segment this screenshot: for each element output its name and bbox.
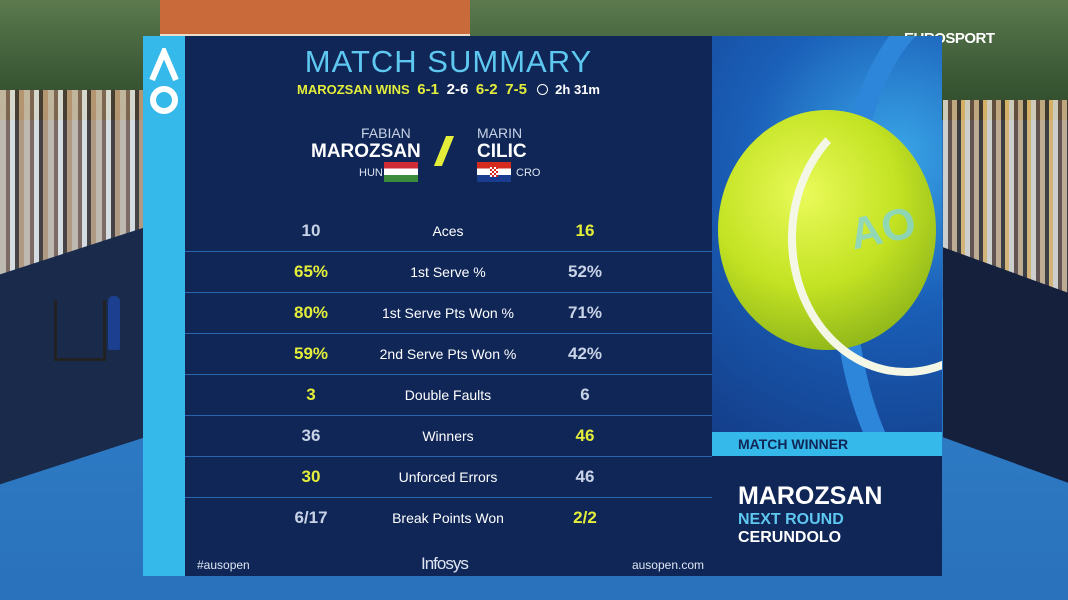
stat-row-double-faults: 3 Double Faults 6 [185,375,712,416]
stat-label: 2nd Serve Pts Won % [379,346,517,362]
ao-logo-strip [143,36,185,576]
match-duration: 2h 31m [555,82,600,97]
stat-row-second-serve-won: 59% 2nd Serve Pts Won % 42% [185,334,712,375]
stat-left-value: 36 [301,426,321,445]
stat-row-first-serve: 65% 1st Serve % 52% [185,252,712,293]
stat-right-value: 52% [567,262,603,281]
clock-icon [536,84,548,95]
player-left-last-name: MAROZSAN [311,141,421,162]
stat-left-value: 80% [293,303,329,322]
result-line: MAROZSAN WINS 6-1 2-6 6-2 7-5 2h 31m [185,81,712,98]
set-score-4: 7-5 [505,81,527,98]
stat-row-first-serve-won: 80% 1st Serve Pts Won % 71% [185,293,712,334]
next-opponent: CERUNDOLO [738,529,842,546]
stat-label: Break Points Won [392,510,504,526]
stat-left-value: 65% [293,262,329,281]
sponsor-logo: Infosys [421,554,469,573]
stat-label: Winners [422,428,474,444]
stat-left-value: 30 [301,467,321,486]
umpire-chair [54,300,106,361]
stats-table: 10 Aces 16 65% 1st Serve % 52% 80% 1st S… [185,211,712,538]
stat-right-value: 46 [575,426,595,445]
stat-label: 1st Serve % [410,264,486,280]
panel-footer: #ausopen Infosys ausopen.com [185,554,712,576]
player-left-first-name: FABIAN [361,125,411,141]
panel-title: MATCH SUMMARY [304,44,593,79]
stat-left-value: 10 [301,221,321,240]
line-umpire [108,296,120,350]
player-right-first-name: MARIN [477,125,523,141]
set-score-3: 6-2 [475,81,498,98]
stat-row-unforced-errors: 30 Unforced Errors 46 [185,457,712,498]
stat-label: Unforced Errors [398,469,498,485]
stat-left-value: 6/17 [294,508,328,527]
building-roof [160,0,470,40]
stat-right-value: 71% [567,303,603,322]
croatia-flag-icon [477,162,511,182]
winner-name: MAROZSAN [738,482,883,510]
stat-row-break-points: 6/17 Break Points Won 2/2 [185,498,712,538]
ao-logo-icon [149,48,179,114]
stat-left-value: 3 [306,385,316,404]
stat-label: Aces [432,223,464,239]
tennis-ball-image: AO [712,36,942,432]
set-score-1: 6-1 [417,81,439,98]
stat-row-aces: 10 Aces 16 [185,211,712,252]
stat-right-value: 42% [567,344,603,363]
player-left-nation: HUN [359,167,383,179]
winner-text: MAROZSAN WINS [297,82,410,97]
match-summary-panel: MATCH SUMMARY MAROZSAN WINS 6-1 2-6 6-2 … [185,36,712,576]
hungary-flag-icon [384,162,418,182]
stat-label: 1st Serve Pts Won % [381,305,514,321]
versus-slash [433,136,455,166]
player-right-last-name: CILIC [477,141,527,162]
tennis-ball-icon: AO [718,100,942,376]
player-right-nation: CRO [516,167,541,179]
match-winner-panel: AO MATCH WINNER MAROZSAN NEXT ROUND CERU… [712,36,942,576]
match-winner-badge: MATCH WINNER [712,432,942,456]
set-score-2: 2-6 [446,81,469,98]
hashtag: #ausopen [197,558,250,572]
stat-right-value: 16 [575,221,595,240]
website: ausopen.com [631,558,704,572]
match-winner-label: MATCH WINNER [738,436,849,452]
next-round-label: NEXT ROUND [738,511,844,528]
stat-label: Double Faults [404,387,492,403]
stat-right-value: 2/2 [573,508,597,527]
stat-right-value: 46 [575,467,595,486]
stat-row-winners: 36 Winners 46 [185,416,712,457]
stat-right-value: 6 [580,385,590,404]
stat-left-value: 59% [293,344,329,363]
